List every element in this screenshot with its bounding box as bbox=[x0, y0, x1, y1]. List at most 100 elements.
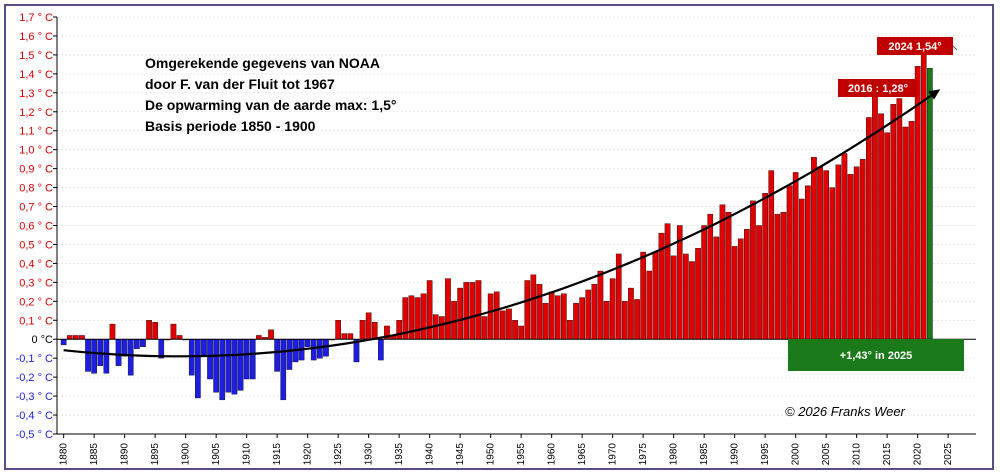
x-tick-label: 1890 bbox=[119, 443, 130, 466]
bar-1953 bbox=[506, 308, 512, 340]
bar-1908 bbox=[231, 339, 238, 395]
y-tick-label: 0,6 ° C bbox=[19, 221, 53, 233]
x-tick-label: 1985 bbox=[699, 443, 710, 466]
bar-2003 bbox=[811, 157, 817, 340]
bar-1969 bbox=[603, 301, 610, 340]
bar-1967 bbox=[591, 284, 598, 340]
copyright-text: © 2026 Franks Weer bbox=[785, 404, 906, 419]
x-tick-label: 2015 bbox=[882, 443, 893, 466]
bar-1938 bbox=[414, 297, 421, 340]
bar-2006 bbox=[829, 187, 836, 340]
bar-1947 bbox=[469, 282, 476, 340]
y-tick-label: 1,3 ° C bbox=[19, 88, 53, 100]
bar-1902 bbox=[195, 339, 201, 399]
bar-1935 bbox=[396, 320, 402, 340]
bar-1983 bbox=[689, 261, 695, 340]
y-tick-label: 1,6 ° C bbox=[19, 31, 53, 43]
bar-1883 bbox=[79, 335, 85, 340]
y-tick-label: 0 °C bbox=[31, 334, 53, 346]
y-tick-label: -0,3 ° C bbox=[16, 391, 53, 403]
bar-1959 bbox=[542, 303, 549, 340]
bar-1927 bbox=[347, 333, 354, 340]
bar-2004 bbox=[817, 166, 823, 340]
bar-2016 bbox=[890, 104, 897, 340]
bar-1891 bbox=[127, 339, 134, 376]
bar-2007 bbox=[835, 164, 842, 340]
bar-1942 bbox=[439, 316, 445, 340]
bar-1990 bbox=[731, 246, 738, 340]
label-2016-text: 2016 : 1,28° bbox=[848, 83, 908, 95]
x-tick-label: 1950 bbox=[485, 443, 496, 466]
y-tick-label: 0,7 ° C bbox=[19, 202, 53, 214]
label-2016: 2016 : 1,28° bbox=[838, 79, 918, 97]
x-tick-label: 2020 bbox=[912, 443, 923, 466]
bar-1980 bbox=[670, 255, 677, 340]
bar-1943 bbox=[445, 278, 451, 340]
bar-1892 bbox=[134, 339, 140, 349]
y-tick-label: -0,2 ° C bbox=[16, 372, 53, 384]
bar-1930 bbox=[365, 312, 372, 340]
bar-1894 bbox=[146, 320, 152, 340]
bar-1994 bbox=[756, 225, 762, 340]
y-tick-label: 1,4 ° C bbox=[19, 69, 53, 81]
y-tick-label: 0,1 ° C bbox=[19, 315, 53, 327]
x-tick-label: 1920 bbox=[302, 443, 313, 466]
y-tick-label: 0,4 ° C bbox=[19, 258, 53, 270]
y-tick-label: 0,9 ° C bbox=[19, 164, 53, 176]
bar-2011 bbox=[859, 158, 866, 340]
bar-1899 bbox=[176, 335, 183, 340]
x-tick-label: 1945 bbox=[455, 443, 466, 466]
bar-2019 bbox=[908, 121, 915, 340]
bar-1985 bbox=[701, 225, 707, 340]
note-line-3: De opwarming van de aarde max: 1,5° bbox=[145, 97, 396, 113]
x-tick-label: 1915 bbox=[272, 443, 283, 466]
y-tick-label: 0,3 ° C bbox=[19, 277, 53, 289]
bar-1952 bbox=[500, 310, 506, 340]
x-tick-label: 1980 bbox=[668, 443, 679, 466]
bar-1903 bbox=[201, 339, 207, 357]
bar-1958 bbox=[536, 284, 543, 340]
bar-1954 bbox=[512, 320, 518, 340]
y-tick-label: 1,0 ° C bbox=[19, 145, 53, 157]
trend-line bbox=[63, 93, 934, 358]
bar-2022 bbox=[927, 68, 933, 340]
y-tick-label: 0,8 ° C bbox=[19, 183, 53, 195]
bar-1956 bbox=[524, 280, 531, 340]
bar-1976 bbox=[646, 270, 653, 340]
y-tick-label: 1,1 ° C bbox=[19, 126, 53, 138]
x-tick-label: 1910 bbox=[241, 443, 252, 466]
bar-1973 bbox=[628, 287, 634, 340]
x-tick-label: 1990 bbox=[729, 443, 740, 466]
bar-2000 bbox=[792, 172, 799, 340]
bar-1909 bbox=[237, 339, 244, 391]
x-tick-label: 1965 bbox=[577, 443, 588, 466]
bar-1950 bbox=[487, 293, 494, 340]
trend-arrow-head bbox=[928, 89, 941, 100]
bar-1882 bbox=[73, 335, 79, 340]
bar-1963 bbox=[567, 320, 573, 340]
bar-1889 bbox=[115, 339, 122, 366]
bar-1907 bbox=[225, 339, 232, 393]
bar-1932 bbox=[378, 339, 384, 361]
bar-1991 bbox=[737, 238, 744, 340]
x-tick-label: 2000 bbox=[790, 443, 801, 466]
y-tick-label: 1,7 ° C bbox=[19, 12, 53, 24]
bar-1895 bbox=[152, 321, 158, 340]
y-tick-label: 1,5 ° C bbox=[19, 50, 53, 62]
bar-1984 bbox=[695, 248, 701, 340]
bar-1893 bbox=[140, 339, 146, 347]
bar-1884 bbox=[85, 339, 91, 372]
bar-1989 bbox=[725, 212, 732, 340]
bar-2008 bbox=[841, 153, 848, 340]
bar-2009 bbox=[847, 174, 854, 340]
bar-1898 bbox=[170, 323, 177, 340]
bar-1949 bbox=[481, 316, 488, 340]
bar-1904 bbox=[207, 339, 213, 380]
bar-1997 bbox=[774, 213, 781, 340]
bar-1888 bbox=[109, 323, 116, 340]
label-2024-pointer bbox=[952, 45, 958, 51]
y-tick-label: 0,5 ° C bbox=[19, 239, 53, 251]
bar-1948 bbox=[475, 280, 482, 340]
x-tick-label: 2005 bbox=[821, 443, 832, 466]
bar-1993 bbox=[750, 200, 756, 340]
